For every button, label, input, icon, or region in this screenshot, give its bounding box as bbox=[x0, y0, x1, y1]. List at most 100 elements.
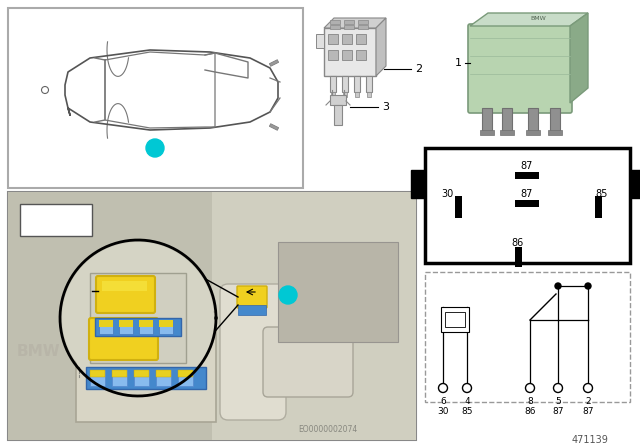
Bar bbox=[354, 76, 360, 92]
Bar bbox=[328, 34, 338, 44]
Text: 6: 6 bbox=[440, 396, 446, 405]
Bar bbox=[342, 50, 352, 60]
FancyArrow shape bbox=[269, 60, 278, 66]
Text: 30: 30 bbox=[441, 189, 453, 199]
Bar bbox=[358, 20, 368, 24]
Text: 86: 86 bbox=[524, 408, 536, 417]
Circle shape bbox=[525, 383, 534, 392]
Circle shape bbox=[146, 139, 164, 157]
Text: 30: 30 bbox=[437, 408, 449, 417]
Text: 86: 86 bbox=[511, 238, 523, 248]
Bar bbox=[334, 105, 342, 125]
Bar bbox=[178, 370, 193, 386]
Bar bbox=[328, 50, 338, 60]
Bar bbox=[102, 281, 147, 291]
Bar bbox=[548, 130, 562, 135]
Text: 87: 87 bbox=[582, 408, 594, 417]
Polygon shape bbox=[324, 18, 386, 28]
Bar bbox=[595, 196, 602, 218]
Bar bbox=[99, 320, 113, 334]
Bar bbox=[344, 25, 354, 29]
Circle shape bbox=[61, 241, 215, 395]
Text: 87: 87 bbox=[521, 189, 533, 199]
Bar bbox=[367, 92, 371, 97]
Text: BMW: BMW bbox=[530, 17, 546, 22]
Bar bbox=[119, 320, 133, 327]
Bar bbox=[330, 20, 340, 24]
Bar bbox=[212, 192, 416, 440]
Bar bbox=[134, 370, 149, 377]
Bar bbox=[119, 320, 133, 334]
FancyBboxPatch shape bbox=[96, 276, 155, 313]
Circle shape bbox=[42, 86, 49, 94]
Bar bbox=[500, 130, 514, 135]
Bar bbox=[515, 247, 522, 267]
Bar bbox=[502, 108, 512, 133]
Text: 87: 87 bbox=[552, 408, 564, 417]
Text: 2: 2 bbox=[415, 64, 422, 74]
Bar bbox=[99, 320, 113, 327]
Text: 3: 3 bbox=[382, 102, 389, 112]
Bar bbox=[76, 312, 216, 422]
Bar bbox=[358, 25, 368, 29]
Bar bbox=[526, 130, 540, 135]
Circle shape bbox=[585, 283, 591, 289]
Bar bbox=[550, 108, 560, 133]
Polygon shape bbox=[470, 13, 588, 26]
Circle shape bbox=[554, 383, 563, 392]
Circle shape bbox=[555, 283, 561, 289]
Bar bbox=[178, 370, 193, 377]
Bar bbox=[356, 34, 366, 44]
Bar bbox=[95, 318, 181, 336]
Bar bbox=[278, 242, 398, 342]
Bar bbox=[441, 307, 469, 332]
FancyBboxPatch shape bbox=[89, 318, 158, 360]
Bar bbox=[156, 370, 171, 377]
Circle shape bbox=[584, 383, 593, 392]
Bar bbox=[515, 200, 539, 207]
Bar bbox=[139, 320, 153, 327]
Bar bbox=[159, 320, 173, 334]
Bar bbox=[342, 34, 352, 44]
Text: 87: 87 bbox=[521, 161, 533, 171]
Bar bbox=[366, 76, 372, 92]
Bar bbox=[20, 204, 92, 236]
Text: X2085: X2085 bbox=[42, 224, 70, 233]
Text: 1: 1 bbox=[454, 58, 461, 68]
Circle shape bbox=[62, 242, 214, 394]
Bar bbox=[139, 320, 153, 334]
FancyBboxPatch shape bbox=[468, 24, 572, 113]
Bar bbox=[455, 196, 462, 218]
Bar bbox=[86, 367, 206, 389]
Bar bbox=[425, 272, 630, 402]
Bar bbox=[445, 312, 465, 327]
Bar bbox=[411, 170, 425, 198]
Bar bbox=[90, 273, 186, 363]
Bar bbox=[159, 320, 173, 327]
Text: 471139: 471139 bbox=[572, 435, 609, 445]
Bar bbox=[156, 370, 171, 386]
Bar bbox=[630, 170, 640, 198]
Text: EO0000002074: EO0000002074 bbox=[298, 426, 358, 435]
Bar bbox=[8, 8, 303, 188]
Bar bbox=[324, 28, 376, 76]
Bar bbox=[515, 172, 539, 179]
Circle shape bbox=[279, 286, 297, 304]
Bar bbox=[330, 76, 336, 92]
Bar bbox=[331, 92, 335, 97]
Bar bbox=[356, 50, 366, 60]
FancyArrow shape bbox=[269, 124, 278, 130]
Bar bbox=[316, 34, 324, 48]
Text: 2: 2 bbox=[585, 396, 591, 405]
Bar bbox=[482, 108, 492, 133]
Bar bbox=[342, 76, 348, 92]
Bar bbox=[90, 370, 105, 377]
Text: 4: 4 bbox=[464, 396, 470, 405]
Bar bbox=[425, 148, 630, 263]
Bar bbox=[528, 108, 538, 133]
Bar bbox=[8, 192, 416, 440]
Text: 1: 1 bbox=[152, 143, 158, 153]
FancyBboxPatch shape bbox=[263, 327, 353, 397]
Bar bbox=[330, 95, 346, 105]
Bar bbox=[355, 92, 359, 97]
